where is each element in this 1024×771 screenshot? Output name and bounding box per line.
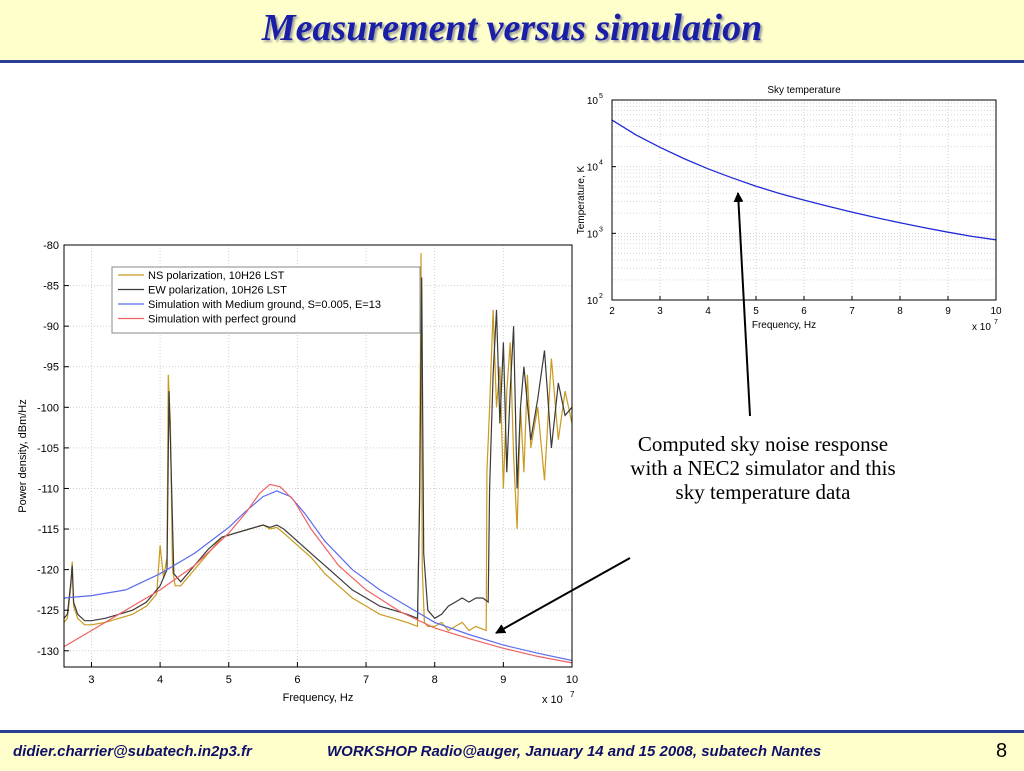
x-exponent-label: x 10: [542, 694, 563, 705]
y-tick-label: -125: [37, 605, 59, 617]
legend-box: [111, 266, 421, 334]
y-axis-label: Power density, dBm/Hz: [17, 399, 29, 513]
sky-y-tick-base: 10: [587, 229, 599, 240]
y-tick-label: -110: [38, 483, 59, 495]
slide-title: Measurement versus simulation: [261, 7, 763, 49]
axes-box: [63, 244, 573, 668]
sky-y-tick-exp: 4: [599, 160, 603, 167]
sky-y-tick-base: 10: [587, 163, 599, 174]
footer-email[interactable]: didier.charrier@subatech.in2p3.fr: [13, 743, 252, 760]
x-tick-label: 9: [500, 674, 506, 686]
sky-x-axis-label: Frequency, Hz: [752, 320, 816, 331]
y-tick-label: -95: [43, 362, 59, 374]
y-tick-label: -100: [37, 402, 59, 414]
sky-curve: [611, 119, 997, 241]
x-tick-label: 7: [363, 674, 369, 686]
legend-label: NS polarization, 10H26 LST: [148, 270, 285, 282]
legend-label: Simulation with perfect ground: [148, 314, 296, 326]
y-tick-label: -115: [38, 524, 59, 536]
legend: NS polarization, 10H26 LST EW polarizatio…: [111, 266, 421, 334]
x-tick-label: 3: [88, 674, 94, 686]
series-line: [64, 253, 572, 632]
sky-x-exponent: 7: [994, 319, 998, 326]
x-tick-label: 6: [294, 674, 300, 686]
page-number: 8: [996, 740, 1008, 762]
sky-x-tick-label: 3: [657, 306, 663, 317]
sky-x-tick-label: 10: [990, 306, 1002, 317]
sky-x-tick-label: 4: [705, 306, 711, 317]
power-density-chart: 3 4 5 6 7 8 9 10 -130 -125 -120 -115 -110 -105 -100 -95…: [17, 240, 578, 705]
sky-y-tick-exp: 5: [599, 93, 603, 100]
legend-label: Simulation with Medium ground, S=0.005, …: [148, 299, 381, 311]
sky-x-tick-label: 7: [849, 306, 855, 317]
x-tick-label: 8: [432, 674, 438, 686]
sky-chart-title: Sky temperature: [767, 85, 841, 96]
y-tick-label: -85: [43, 281, 59, 293]
footer-event: WORKSHOP Radio@auger, January 14 and 15 …: [327, 743, 822, 760]
footer: didier.charrier@subatech.in2p3.fr WORKSH…: [0, 730, 1024, 771]
sky-x-tick-label: 9: [945, 306, 951, 317]
sky-x-exponent-label: x 10: [972, 322, 991, 333]
x-exponent: 7: [570, 690, 575, 699]
sky-x-tick-label: 5: [753, 306, 759, 317]
x-tick-label: 10: [566, 674, 578, 686]
sky-y-axis-label: Temperature, K: [576, 165, 587, 234]
y-tick-label: -80: [43, 240, 59, 252]
x-axis-label: Frequency, Hz: [283, 692, 354, 704]
y-tick-label: -130: [37, 646, 59, 658]
series-line: [64, 490, 572, 662]
y-tick-label: -90: [43, 321, 59, 333]
title-banner: Measurement versus simulation: [0, 0, 1024, 63]
sky-x-tick-label: 2: [609, 306, 615, 317]
series-line: [64, 277, 572, 622]
legend-label: EW polarization, 10H26 LST: [148, 285, 287, 297]
y-tick-label: -120: [37, 565, 59, 577]
x-tick-label: 5: [226, 674, 232, 686]
sky-x-tick-label: 8: [897, 306, 903, 317]
sky-y-tick-base: 10: [587, 296, 599, 307]
sky-x-tick-label: 6: [801, 306, 807, 317]
x-tick-label: 4: [157, 674, 163, 686]
annotation-caption: Computed sky noise response with a NEC2 …: [630, 432, 896, 504]
sky-y-tick-exp: 2: [599, 293, 603, 300]
sky-y-tick-exp: 3: [599, 226, 603, 233]
sky-y-tick-base: 10: [587, 96, 599, 107]
series-line: [64, 483, 572, 664]
y-tick-label: -105: [37, 443, 59, 455]
